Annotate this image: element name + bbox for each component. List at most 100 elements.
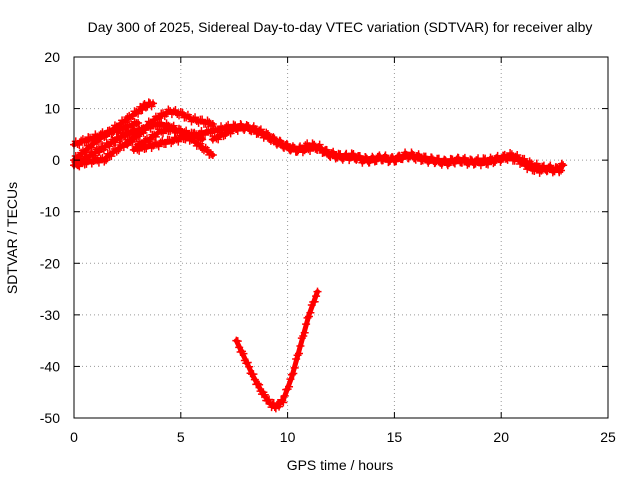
data-point [176, 108, 185, 116]
data-point [94, 158, 103, 167]
data-point [141, 103, 150, 112]
data-point [482, 158, 491, 167]
data-point [75, 140, 84, 149]
y-tick-label: -50 [40, 410, 60, 426]
data-point [203, 145, 212, 154]
data-point [203, 116, 212, 125]
data-point [105, 142, 114, 151]
data-point [317, 144, 326, 153]
data-point [205, 118, 214, 127]
data-point [191, 113, 200, 122]
data-point [214, 135, 223, 144]
data-point [181, 135, 190, 144]
data-point [290, 363, 299, 372]
x-tick-label: 0 [70, 429, 78, 445]
data-point [186, 134, 195, 143]
data-point [156, 138, 165, 147]
data-point [155, 114, 164, 123]
data-point [242, 121, 251, 130]
data-point [440, 155, 449, 164]
data-point [363, 156, 372, 165]
data-point [344, 152, 353, 161]
data-point [128, 112, 137, 121]
data-point [171, 106, 180, 115]
x-tick-label: 10 [280, 429, 296, 445]
data-point [161, 139, 170, 148]
data-point [82, 137, 91, 146]
data-point [233, 337, 242, 346]
data-point [399, 152, 408, 161]
data-point [486, 153, 495, 162]
data-point [520, 154, 529, 163]
axis-ticks: 0 5 10 15 20 25 -50 -40 -30 -20 -10 0 10 20 [40, 49, 616, 445]
data-point [283, 141, 292, 150]
data-point [75, 162, 84, 171]
data-point [539, 161, 548, 170]
series-band [233, 289, 320, 410]
data-point [434, 154, 443, 163]
data-point [463, 160, 472, 169]
data-point [123, 113, 132, 122]
data-point [545, 163, 554, 172]
data-point [144, 140, 153, 149]
data-point [95, 147, 104, 156]
y-tick-label: -10 [40, 204, 60, 220]
data-point [112, 147, 121, 156]
data-point [164, 105, 173, 114]
x-tick-label: 5 [177, 429, 185, 445]
data-point [388, 153, 397, 162]
data-point [146, 119, 155, 128]
data-point [239, 349, 248, 358]
series-track-2 [70, 117, 143, 149]
data-point [454, 153, 463, 162]
data-point [125, 136, 134, 145]
data-point [408, 150, 417, 159]
data-point [178, 108, 187, 117]
data-point [331, 154, 340, 163]
data-point [280, 391, 289, 400]
data-point [219, 132, 228, 141]
data-point [190, 128, 199, 137]
data-point [206, 129, 215, 138]
data-point [356, 154, 365, 163]
data-point [349, 150, 358, 159]
x-tick-label: 25 [600, 429, 616, 445]
data-point [174, 137, 183, 146]
data-point [160, 125, 169, 134]
data-point [94, 134, 103, 143]
data-point [233, 126, 242, 135]
data-point [304, 312, 313, 321]
data-point [292, 354, 301, 363]
plot-frame [73, 56, 609, 419]
data-point [141, 125, 150, 134]
data-point [442, 157, 451, 166]
series-track-9 [208, 121, 568, 177]
x-tick-label: 15 [387, 429, 403, 445]
series-track-8 [129, 120, 566, 177]
y-tick-label: -20 [40, 255, 60, 271]
data-point [107, 152, 116, 161]
data-point [459, 155, 468, 164]
data-point [243, 358, 252, 367]
grid-lines [74, 57, 608, 418]
y-tick-label: 10 [44, 101, 60, 117]
data-point [306, 308, 315, 317]
data-point [513, 150, 522, 159]
chart-title: Day 300 of 2025, Sidereal Day-to-day VTE… [88, 19, 593, 35]
x-axis-title: GPS time / hours [287, 457, 394, 473]
data-point [134, 109, 143, 118]
series-track-10 [232, 287, 322, 413]
data-point [235, 343, 244, 352]
data-point [201, 130, 210, 139]
data-point [310, 297, 319, 306]
data-point [293, 351, 302, 360]
data-point [77, 136, 86, 145]
y-tick-label: 0 [52, 152, 60, 168]
data-point [256, 125, 265, 134]
data-point [114, 146, 123, 155]
data-point [313, 287, 322, 296]
data-point [255, 126, 264, 135]
data-point [208, 150, 217, 159]
data-point [148, 119, 157, 128]
